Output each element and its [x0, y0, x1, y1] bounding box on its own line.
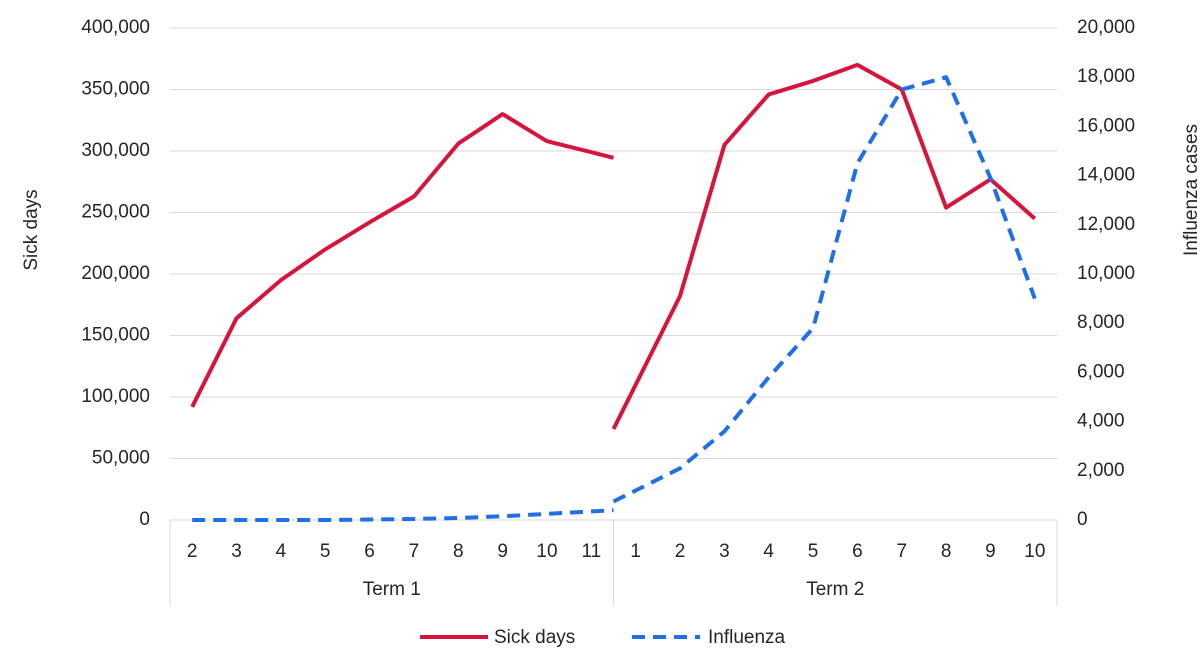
- right-axis-title: Influenza cases: [1181, 124, 1202, 256]
- right-tick-label: 18,000: [1077, 66, 1135, 87]
- x-tick-label: 5: [808, 541, 819, 562]
- x-tick-label: 1: [630, 541, 641, 562]
- x-tick-label: 3: [231, 541, 242, 562]
- left-axis-title: Sick days: [21, 189, 42, 270]
- gridlines: [170, 27, 1057, 459]
- x-tick-label: 6: [364, 541, 375, 562]
- series-line-influenza: [192, 508, 614, 522]
- right-tick-label: 14,000: [1077, 165, 1135, 186]
- series-line-influenza: [612, 75, 1037, 504]
- right-tick-label: 6,000: [1077, 361, 1125, 382]
- x-tick-label: 4: [763, 541, 774, 562]
- legend-label-influenza: Influenza: [708, 627, 786, 648]
- x-tick-label: 3: [719, 541, 730, 562]
- left-tick-label: 50,000: [92, 448, 150, 469]
- left-tick-label: 250,000: [81, 202, 150, 223]
- x-tick-label: 7: [896, 541, 907, 562]
- series-lines: [190, 62, 1037, 522]
- left-tick-label: 200,000: [81, 263, 150, 284]
- left-tick-label: 300,000: [81, 140, 150, 161]
- x-tick-label: 4: [276, 541, 287, 562]
- x-tick-label: 10: [1024, 541, 1045, 562]
- x-tick-label: 9: [497, 541, 508, 562]
- x-tick-label: 6: [852, 541, 863, 562]
- x-tick-label: 9: [985, 541, 996, 562]
- left-axis-ticks: 0 50,000 100,000 150,000 200,000 250,000 300,0…: [81, 17, 150, 530]
- left-tick-label: 350,000: [81, 79, 150, 100]
- right-tick-label: 20,000: [1077, 17, 1135, 38]
- x-tick-label: 10: [536, 541, 557, 562]
- left-tick-label: 400,000: [81, 17, 150, 38]
- right-tick-label: 12,000: [1077, 214, 1135, 235]
- left-tick-label: 150,000: [81, 325, 150, 346]
- right-axis-ticks: 0 2,000 4,000 6,000 8,000 10,000 12,000 14,000 1…: [1077, 17, 1135, 530]
- legend-label-sick-days: Sick days: [494, 627, 575, 648]
- right-tick-label: 10,000: [1077, 263, 1135, 284]
- x-tick-label: 7: [409, 541, 420, 562]
- x-tick-label: 2: [187, 541, 198, 562]
- category-axis: 2 3 4 5 6 7 8 9 10 11 Term 1 1 2 3 4 5 6 7 8 9 10 Term 2: [169, 519, 1058, 606]
- left-tick-label: 0: [139, 509, 150, 530]
- right-tick-label: 16,000: [1077, 115, 1135, 136]
- x-tick-label: 11: [581, 541, 601, 562]
- series-line-sick-days: [190, 112, 614, 408]
- x-tick-label: 2: [675, 541, 686, 562]
- x-tick-label: 8: [453, 541, 464, 562]
- x-tick-label: 5: [320, 541, 331, 562]
- right-tick-label: 4,000: [1077, 411, 1125, 432]
- series-line-sick-days: [611, 62, 1037, 430]
- x-group-label: Term 2: [806, 579, 864, 600]
- right-tick-label: 0: [1077, 509, 1088, 530]
- legend: Sick days Influenza: [420, 627, 786, 648]
- right-tick-label: 2,000: [1077, 460, 1125, 481]
- right-tick-label: 8,000: [1077, 312, 1125, 333]
- left-tick-label: 100,000: [81, 386, 150, 407]
- x-tick-label: 8: [941, 541, 952, 562]
- x-group-label: Term 1: [363, 579, 421, 600]
